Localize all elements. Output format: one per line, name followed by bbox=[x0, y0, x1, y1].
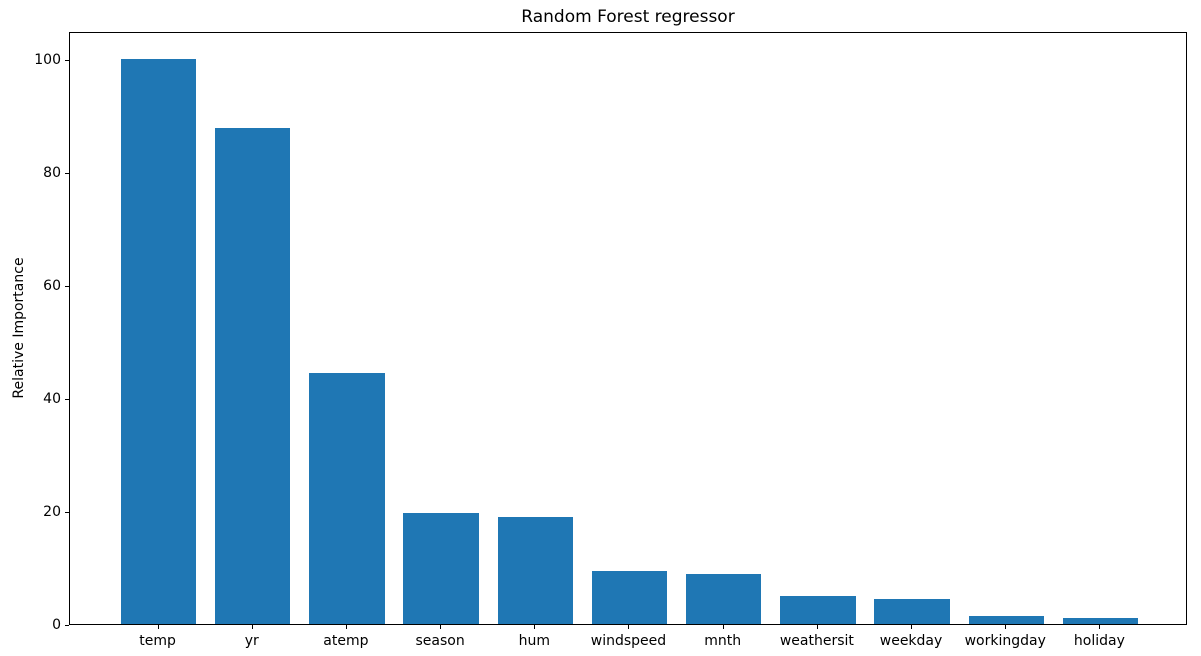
x-tick-label-holiday: holiday bbox=[1073, 633, 1125, 649]
x-tick-workingday bbox=[1005, 625, 1007, 629]
bar-workingday bbox=[968, 616, 1044, 624]
bar-mnth bbox=[685, 574, 762, 624]
bar-weathersit bbox=[780, 595, 856, 624]
y-tick-label-60: 60 bbox=[43, 278, 61, 295]
y-tick-40 bbox=[65, 398, 69, 400]
y-tick-100 bbox=[65, 59, 69, 61]
x-tick-label-atemp: atemp bbox=[323, 633, 369, 649]
x-tick-season bbox=[440, 625, 442, 629]
x-tick-weathersit bbox=[816, 625, 818, 629]
plot-area bbox=[69, 32, 1187, 625]
x-tick-hum bbox=[534, 625, 536, 629]
bar-hum bbox=[497, 516, 573, 624]
bar-windspeed bbox=[591, 571, 668, 624]
x-tick-atemp bbox=[345, 625, 347, 629]
x-tick-label-workingday: workingday bbox=[964, 633, 1046, 649]
y-tick-label-0: 0 bbox=[52, 617, 61, 633]
y-tick-60 bbox=[65, 285, 69, 287]
bar-yr bbox=[215, 128, 291, 624]
x-tick-yr bbox=[251, 625, 253, 629]
x-tick-label-season: season bbox=[415, 633, 465, 649]
x-tick-holiday bbox=[1099, 625, 1101, 629]
x-tick-windspeed bbox=[628, 625, 630, 629]
y-tick-label-80: 80 bbox=[43, 165, 61, 182]
x-tick-label-hum: hum bbox=[518, 633, 550, 649]
x-tick-label-temp: temp bbox=[139, 633, 176, 649]
chart-title: Random Forest regressor bbox=[521, 7, 735, 27]
y-tick-label-100: 100 bbox=[34, 52, 61, 69]
bar-weekday bbox=[874, 599, 950, 624]
y-tick-80 bbox=[65, 172, 69, 174]
y-tick-20 bbox=[65, 511, 69, 513]
bar-temp bbox=[120, 59, 197, 624]
bar-atemp bbox=[309, 373, 385, 624]
x-tick-label-weathersit: weathersit bbox=[779, 633, 854, 649]
x-tick-label-weekday: weekday bbox=[879, 633, 943, 649]
y-tick-label-20: 20 bbox=[43, 504, 61, 521]
y-tick-label-40: 40 bbox=[43, 391, 61, 408]
x-tick-label-mnth: mnth bbox=[704, 633, 742, 649]
bar-season bbox=[403, 513, 479, 624]
y-tick-0 bbox=[65, 624, 69, 626]
x-tick-label-yr: yr bbox=[244, 633, 259, 649]
x-tick-label-windspeed: windspeed bbox=[590, 633, 667, 649]
x-tick-mnth bbox=[722, 625, 724, 629]
x-tick-temp bbox=[157, 625, 159, 629]
bar-holiday bbox=[1062, 617, 1139, 624]
x-tick-weekday bbox=[911, 625, 913, 629]
